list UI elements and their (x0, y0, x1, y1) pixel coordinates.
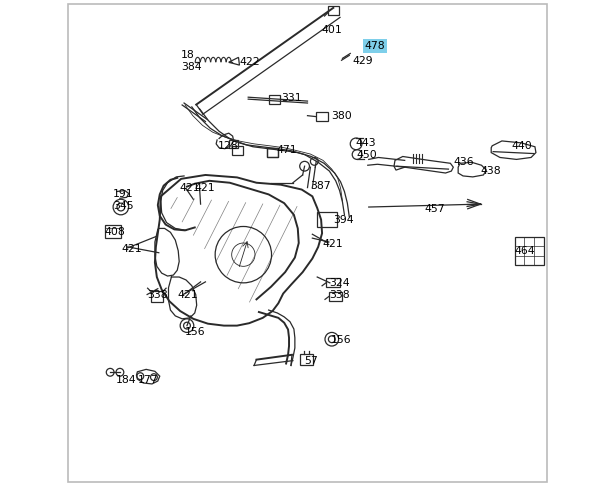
Text: 421: 421 (195, 183, 215, 192)
Text: 478: 478 (365, 41, 386, 51)
Text: 177: 177 (137, 375, 158, 385)
Text: 464: 464 (514, 246, 534, 256)
Text: 156: 156 (185, 328, 205, 337)
Text: 387: 387 (311, 181, 331, 191)
Text: 184: 184 (116, 375, 136, 385)
Text: 156: 156 (331, 335, 351, 345)
Text: 380: 380 (331, 111, 352, 121)
Text: 331: 331 (281, 93, 301, 103)
Text: 191: 191 (113, 190, 133, 199)
Text: 384: 384 (181, 62, 202, 72)
Text: 429: 429 (352, 56, 373, 66)
Text: 443: 443 (355, 138, 376, 148)
Text: 324: 324 (330, 278, 350, 288)
Text: 421: 421 (322, 239, 343, 249)
Text: 440: 440 (512, 141, 533, 151)
Text: 18: 18 (181, 50, 195, 60)
Text: 438: 438 (480, 166, 501, 176)
Text: 345: 345 (113, 201, 133, 211)
Text: 421: 421 (122, 244, 143, 254)
Text: 338: 338 (330, 291, 350, 300)
Text: 57: 57 (304, 356, 319, 365)
Text: 471: 471 (276, 145, 297, 155)
Text: 422: 422 (239, 57, 260, 67)
Text: 338: 338 (147, 291, 168, 300)
Text: 421: 421 (180, 183, 200, 192)
Text: 128: 128 (218, 141, 238, 151)
Text: 457: 457 (424, 204, 445, 214)
Text: 450: 450 (356, 150, 377, 159)
Text: 421: 421 (177, 291, 198, 300)
Text: 436: 436 (453, 157, 474, 167)
Text: 394: 394 (333, 215, 354, 225)
Text: 408: 408 (105, 227, 125, 237)
Text: 401: 401 (321, 25, 342, 35)
